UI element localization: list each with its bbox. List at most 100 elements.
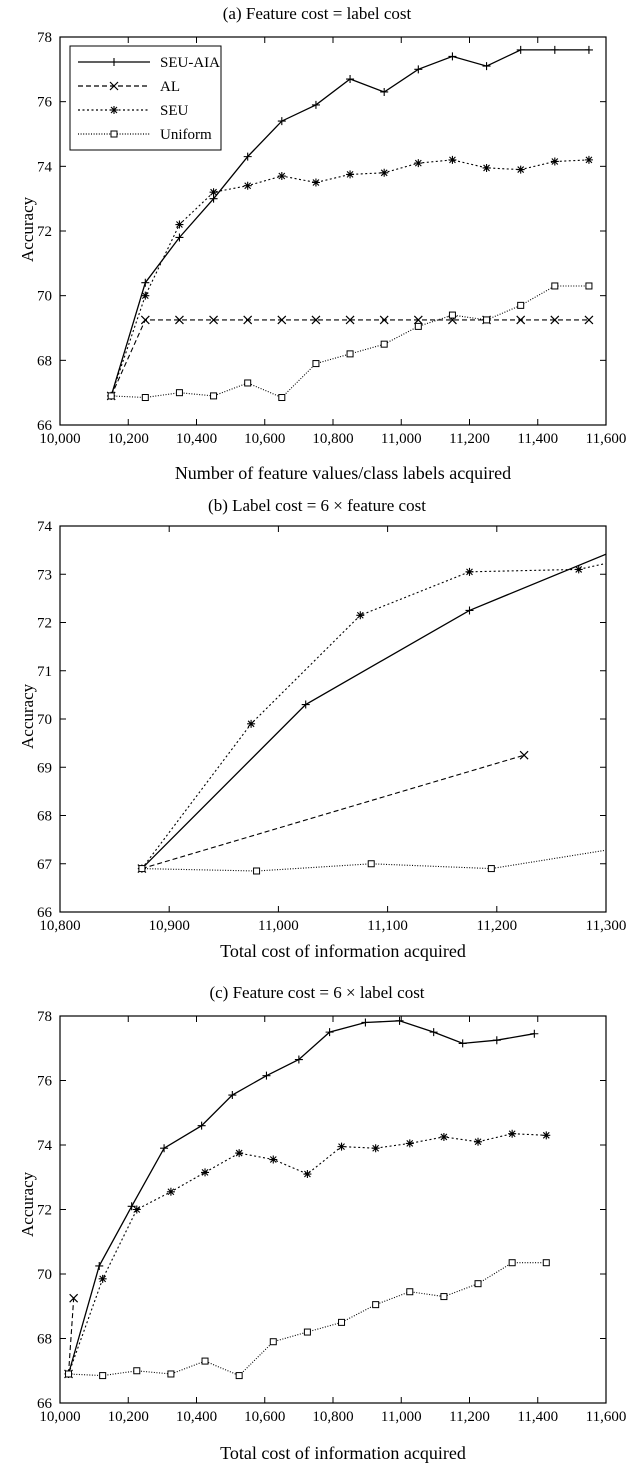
data-point xyxy=(372,1301,380,1309)
data-point xyxy=(209,188,218,197)
data-point xyxy=(175,315,184,325)
data-point xyxy=(550,45,559,54)
y-tick-label: 78 xyxy=(37,1009,52,1025)
data-point xyxy=(253,867,261,875)
data-point xyxy=(243,152,252,161)
series-line xyxy=(141,849,606,872)
data-point xyxy=(107,392,115,400)
data-point xyxy=(361,1018,370,1027)
series-line xyxy=(110,319,589,397)
legend-label: SEU xyxy=(160,103,189,119)
data-point xyxy=(65,1370,73,1378)
data-point xyxy=(483,316,491,324)
data-point xyxy=(474,1280,482,1288)
y-tick-label: 74 xyxy=(37,159,53,175)
data-point xyxy=(312,360,320,368)
data-point xyxy=(235,1149,244,1158)
data-point xyxy=(197,1121,206,1130)
data-point xyxy=(301,700,310,709)
data-point xyxy=(395,1016,404,1025)
data-point xyxy=(141,394,149,402)
data-point xyxy=(141,291,150,300)
x-axis-label: Total cost of information acquired xyxy=(220,941,466,961)
x-tick-label: 11,000 xyxy=(381,431,422,447)
data-point xyxy=(474,1137,483,1146)
x-tick-label: 10,000 xyxy=(39,431,80,447)
data-point xyxy=(311,315,321,325)
y-tick-label: 73 xyxy=(37,567,52,583)
y-tick-label: 74 xyxy=(37,1138,53,1154)
plot-frame xyxy=(59,525,607,913)
data-point xyxy=(380,87,389,96)
data-point xyxy=(175,220,184,229)
x-tick-label: 10,800 xyxy=(312,431,353,447)
y-tick-label: 69 xyxy=(37,760,52,776)
plot-frame xyxy=(59,1015,607,1404)
x-tick-label: 11,100 xyxy=(367,918,408,934)
data-point xyxy=(109,81,119,91)
data-point xyxy=(311,100,320,109)
series-line xyxy=(141,553,606,870)
data-point xyxy=(551,282,559,290)
plot-frame xyxy=(59,36,607,426)
data-point xyxy=(482,62,491,71)
x-tick-label: 11,000 xyxy=(258,918,299,934)
data-point xyxy=(278,394,286,402)
x-tick-label: 10,900 xyxy=(149,918,190,934)
data-point xyxy=(201,1357,209,1365)
x-axis-label: Number of feature values/class labels ac… xyxy=(174,463,512,483)
data-point xyxy=(380,168,389,177)
data-point xyxy=(209,315,218,325)
data-point xyxy=(228,1091,237,1100)
series-line xyxy=(110,159,589,397)
y-tick-label: 76 xyxy=(37,95,53,111)
x-tick-label: 11,200 xyxy=(449,431,490,447)
y-tick-label: 70 xyxy=(37,712,52,728)
data-point xyxy=(311,178,320,187)
data-point xyxy=(508,1259,516,1267)
data-point xyxy=(413,315,423,325)
data-point xyxy=(448,155,457,164)
y-tick-label: 74 xyxy=(37,519,53,535)
x-tick-label: 11,000 xyxy=(381,1409,422,1425)
y-axis-label: Accuracy xyxy=(18,1171,37,1237)
data-point xyxy=(439,1132,448,1141)
x-tick-label: 10,800 xyxy=(312,1409,353,1425)
x-tick-label: 10,400 xyxy=(176,431,217,447)
data-point xyxy=(346,350,354,358)
data-point xyxy=(584,45,593,54)
data-point xyxy=(574,565,583,574)
x-tick-label: 11,600 xyxy=(586,431,627,447)
data-point xyxy=(346,75,355,84)
x-tick-label: 11,400 xyxy=(517,1409,558,1425)
data-point xyxy=(542,1259,550,1267)
data-point xyxy=(141,278,150,287)
data-point xyxy=(550,315,560,325)
data-point xyxy=(175,389,183,397)
series-line xyxy=(68,1262,547,1377)
x-tick-label: 11,400 xyxy=(517,431,558,447)
y-tick-label: 70 xyxy=(37,1267,52,1283)
data-point xyxy=(516,165,525,174)
data-point xyxy=(303,1328,311,1336)
series-line xyxy=(67,1020,535,1375)
legend: SEU-AIA AL SEU Uniform xyxy=(69,45,222,151)
x-tick-label: 11,600 xyxy=(586,1409,627,1425)
data-point xyxy=(110,58,118,66)
data-point xyxy=(482,163,491,172)
data-point xyxy=(345,315,355,325)
data-point xyxy=(585,282,593,290)
data-point xyxy=(277,117,286,126)
data-point xyxy=(448,52,457,61)
y-tick-label: 68 xyxy=(37,809,52,825)
data-point xyxy=(429,1028,438,1037)
y-tick-label: 66 xyxy=(37,905,53,921)
x-axis-label: Total cost of information acquired xyxy=(220,1443,466,1463)
data-point xyxy=(519,750,529,760)
data-point xyxy=(140,315,150,325)
data-point xyxy=(99,1372,107,1380)
chart-title: (c) Feature cost = 6 × label cost xyxy=(209,983,425,1002)
x-tick-label: 10,600 xyxy=(244,431,285,447)
x-tick-label: 10,800 xyxy=(39,918,80,934)
data-point xyxy=(269,1338,277,1346)
